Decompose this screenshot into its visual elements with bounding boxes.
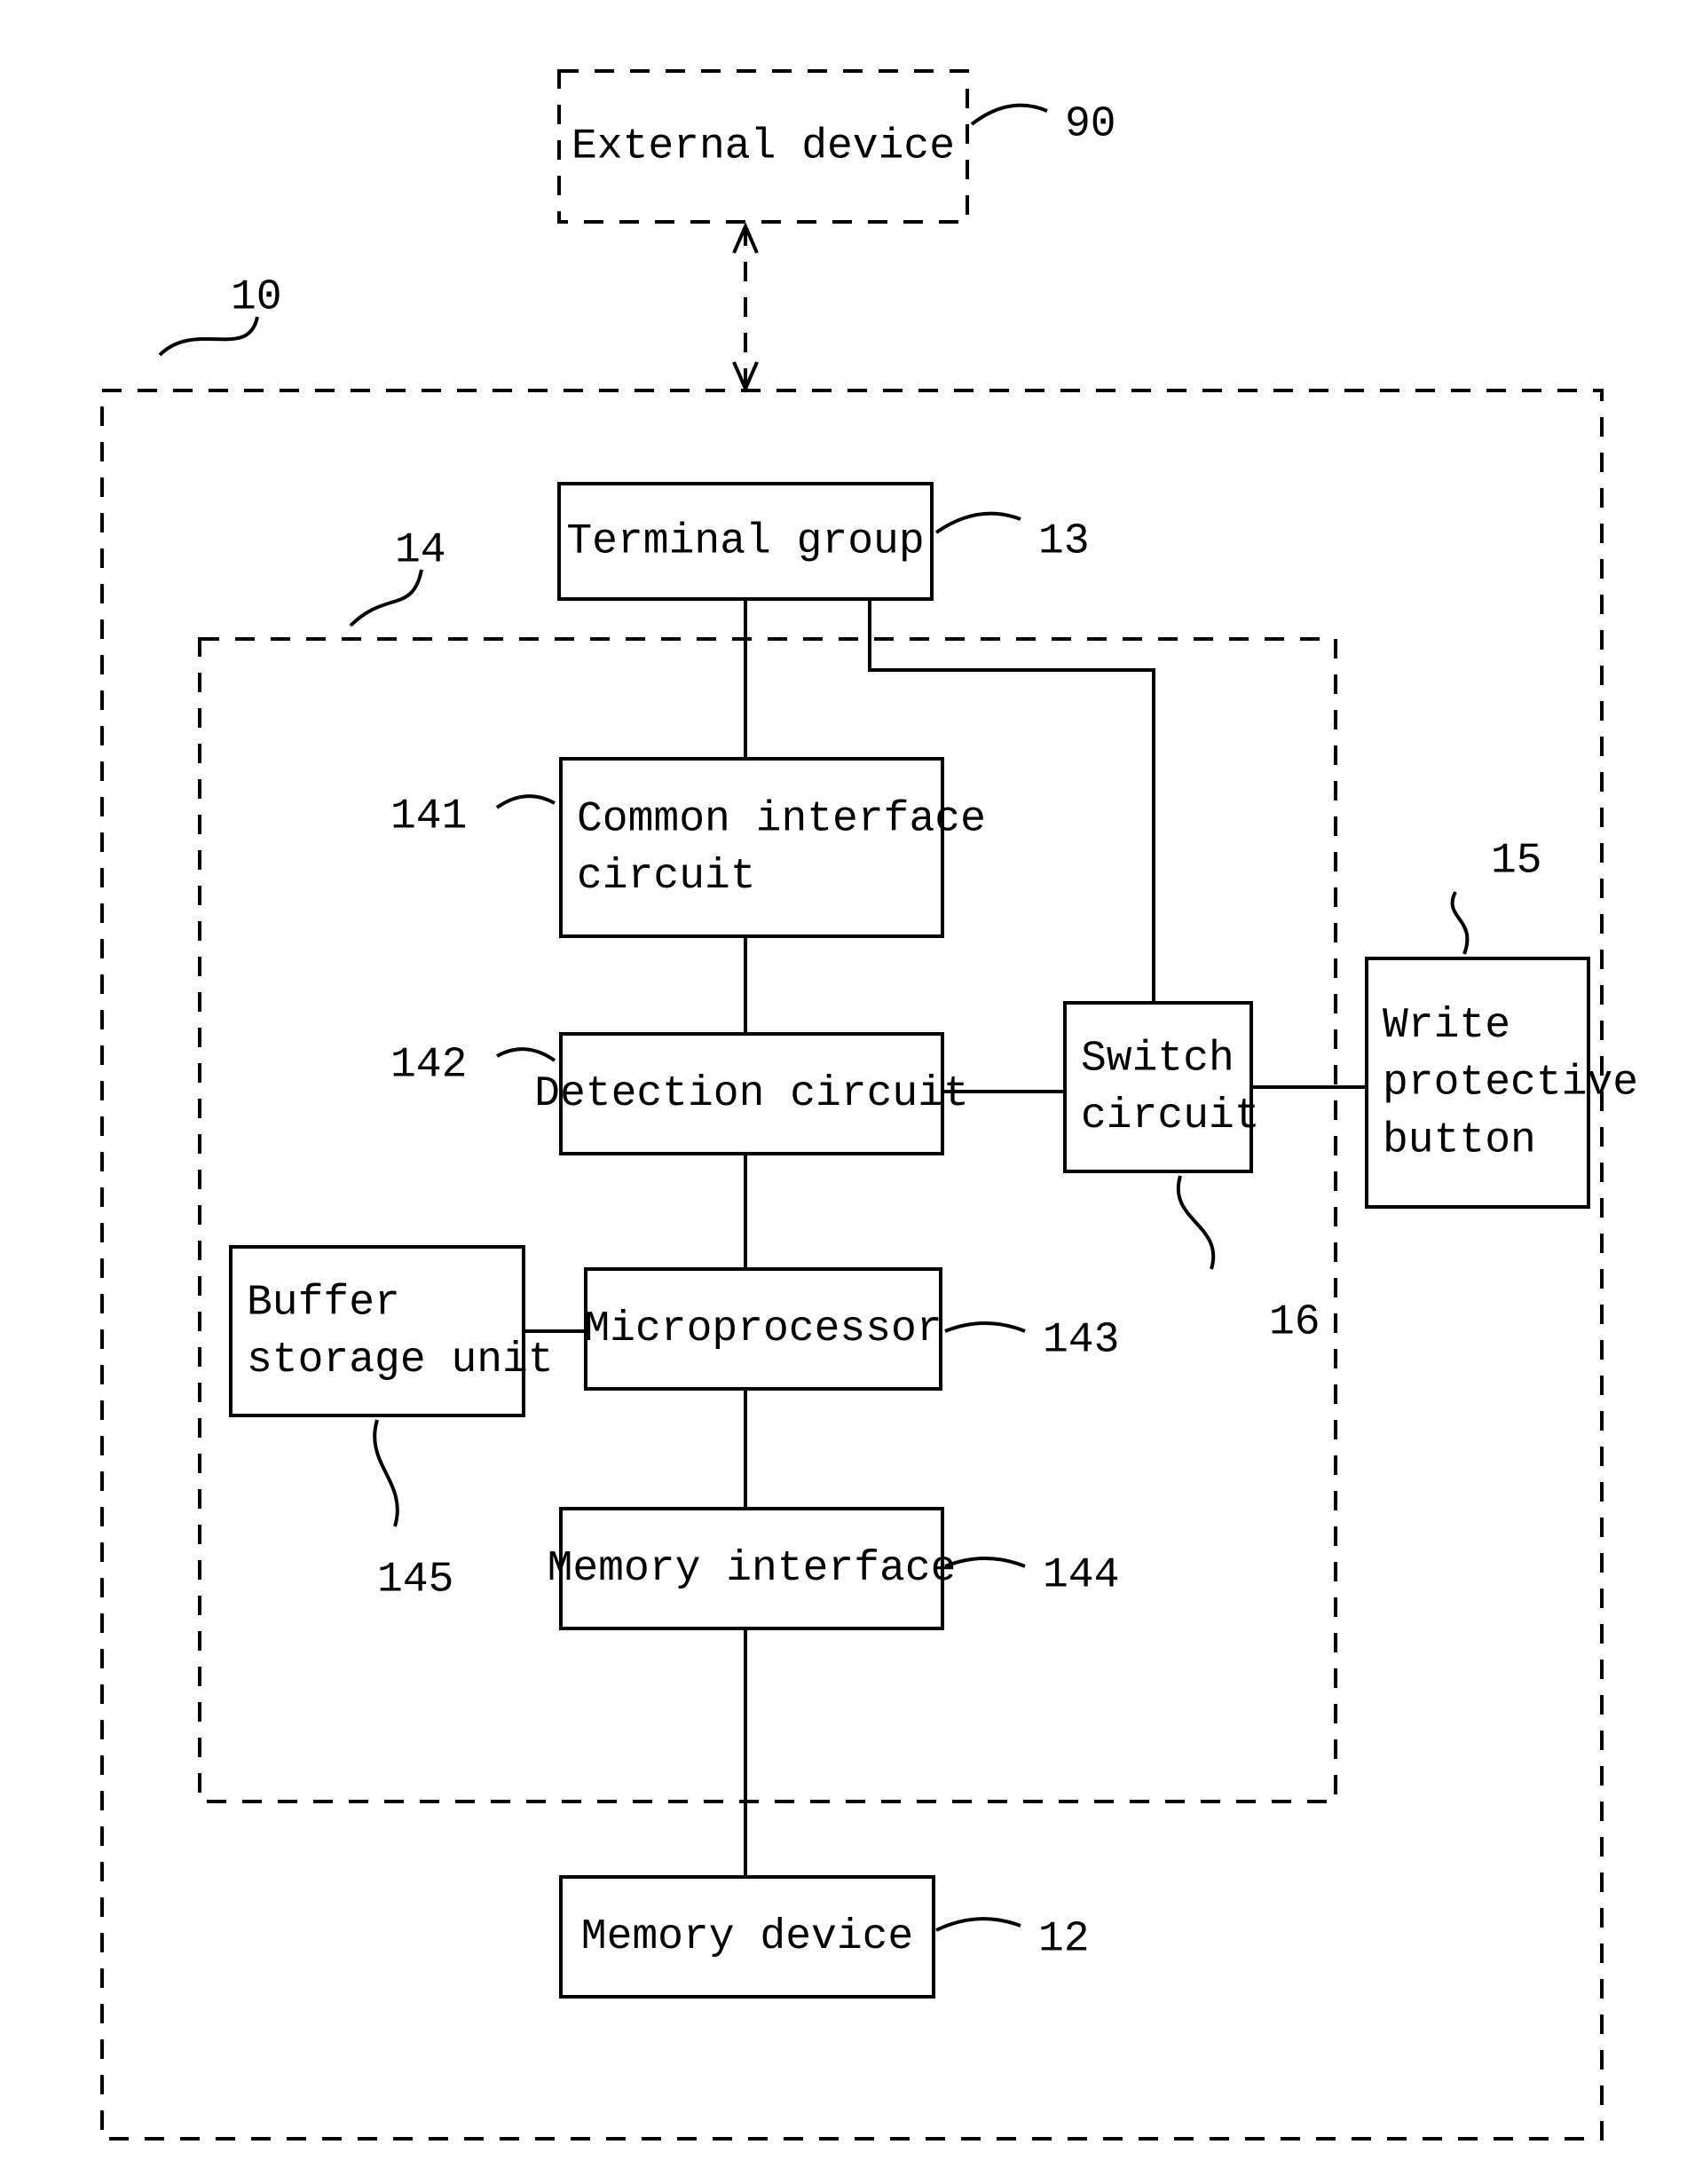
svg-text:Buffer: Buffer — [247, 1279, 400, 1327]
svg-text:90: 90 — [1065, 101, 1116, 149]
svg-text:141: 141 — [390, 793, 467, 841]
rect-switch_circuit — [1065, 1003, 1251, 1171]
svg-text:14: 14 — [395, 527, 446, 575]
svg-text:Common interface: Common interface — [577, 795, 986, 843]
svg-text:142: 142 — [390, 1042, 467, 1090]
svg-text:circuit: circuit — [1081, 1092, 1260, 1140]
svg-text:Terminal group: Terminal group — [566, 518, 924, 566]
svg-text:circuit: circuit — [577, 853, 756, 901]
svg-text:Microprocessor: Microprocessor — [584, 1305, 942, 1353]
svg-text:External device: External device — [572, 123, 955, 171]
svg-text:145: 145 — [377, 1557, 453, 1604]
svg-text:10: 10 — [231, 274, 282, 322]
svg-text:storage unit: storage unit — [247, 1336, 554, 1384]
svg-text:Memory interface: Memory interface — [548, 1545, 957, 1593]
svg-text:Write: Write — [1383, 1002, 1510, 1050]
svg-text:13: 13 — [1038, 518, 1090, 566]
svg-text:Detection circuit: Detection circuit — [534, 1070, 969, 1118]
rect-common_iface — [561, 759, 942, 936]
svg-text:16: 16 — [1269, 1299, 1320, 1347]
svg-text:Memory device: Memory device — [581, 1913, 913, 1961]
svg-text:15: 15 — [1491, 838, 1542, 886]
svg-text:Switch: Switch — [1081, 1035, 1234, 1083]
rect-buffer — [231, 1247, 524, 1415]
svg-text:143: 143 — [1043, 1317, 1119, 1365]
svg-text:button: button — [1383, 1116, 1536, 1164]
svg-text:12: 12 — [1038, 1916, 1090, 1964]
svg-text:144: 144 — [1043, 1552, 1119, 1600]
svg-text:protective: protective — [1383, 1060, 1638, 1108]
